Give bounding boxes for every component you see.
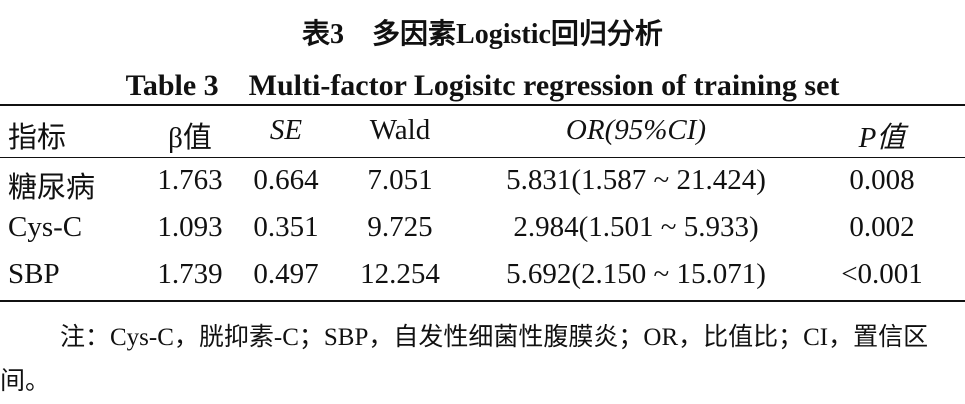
table-cell: SBP (8, 258, 60, 290)
table-cell: 1.093 (157, 211, 223, 243)
table-cell: 9.725 (367, 211, 433, 243)
table-cell: 1.763 (157, 164, 223, 196)
header-cell: P值 (858, 122, 906, 154)
table-cell: 0.664 (253, 164, 319, 196)
table-cell: 糖尿病 (8, 172, 96, 204)
table-cell: 0.008 (849, 164, 915, 196)
table-cell: 0.002 (849, 211, 915, 243)
table-cell: 7.051 (367, 164, 433, 196)
table-cell: 5.692(2.150 ~ 15.071) (506, 258, 766, 290)
header-cell: 指标 (8, 122, 67, 154)
bottom-rule (0, 300, 965, 302)
table-cell: 5.831(1.587 ~ 21.424) (506, 164, 766, 196)
table-cell: Cys-C (8, 211, 83, 243)
top-rule (0, 104, 965, 106)
note: 注：Cys-C，胱抑素-C；SBP，自发性细菌性腹膜炎；OR，比值比；CI，置信… (0, 324, 929, 395)
title-cn: 表3 多因素Logistic回归分析 (302, 19, 663, 50)
table-cell: <0.001 (841, 258, 923, 290)
header-cell: SE (269, 114, 303, 146)
table-cell: 12.254 (360, 258, 440, 290)
header-cell: Wald (369, 114, 431, 146)
table-cell: 2.984(1.501 ~ 5.933) (513, 211, 759, 243)
table-cell: 0.351 (253, 211, 319, 243)
header-cell: β值 (168, 122, 212, 154)
header-cell: OR(95%CI) (565, 114, 707, 146)
table-cell: 1.739 (157, 258, 223, 290)
title-en: Table 3 Multi-factor Logisitc regression… (125, 69, 840, 102)
mid-rule (0, 157, 965, 158)
table-cell: 0.497 (253, 258, 319, 290)
